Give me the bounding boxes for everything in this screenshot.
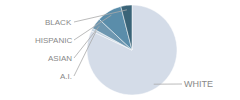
svg-text:HISPANIC: HISPANIC — [35, 36, 72, 45]
svg-text:ASIAN: ASIAN — [48, 54, 72, 63]
svg-text:A.I.: A.I. — [60, 72, 72, 81]
svg-text:BLACK: BLACK — [45, 18, 72, 27]
svg-text:WHITE: WHITE — [184, 79, 213, 89]
